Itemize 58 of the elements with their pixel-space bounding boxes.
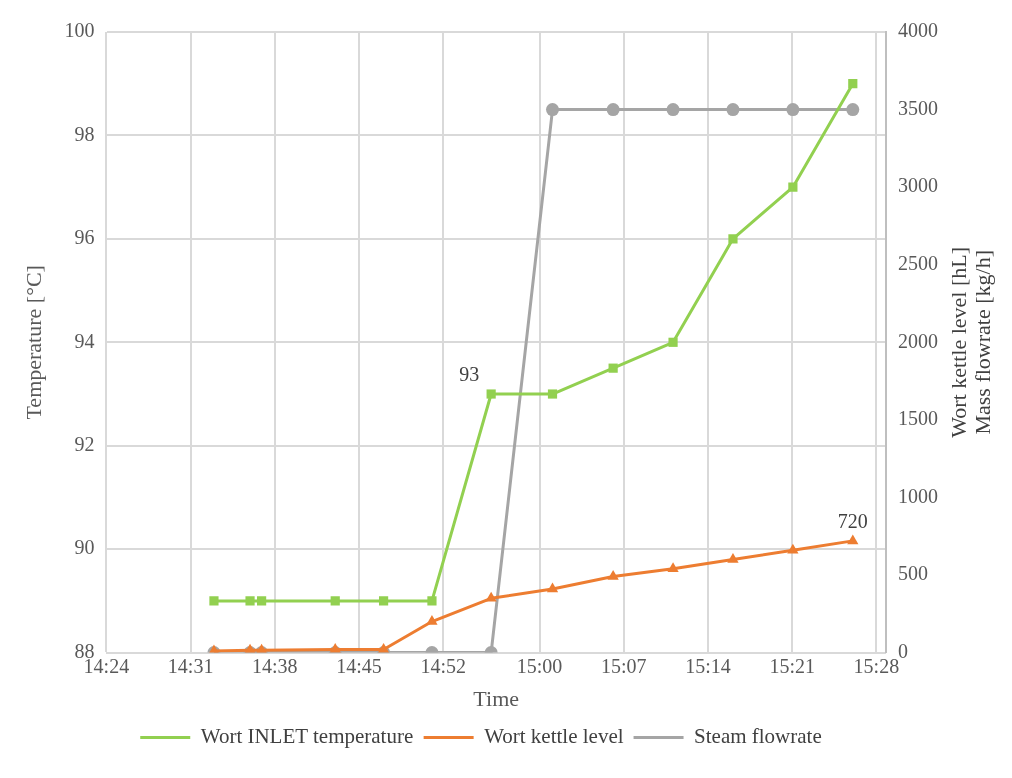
y2-tick-label: 2500 bbox=[898, 251, 938, 274]
point bbox=[727, 553, 739, 563]
point bbox=[546, 103, 559, 117]
point bbox=[607, 570, 619, 580]
y2-tick-label: 3500 bbox=[898, 96, 938, 119]
y2-tick-label: 1000 bbox=[898, 484, 938, 507]
point bbox=[547, 389, 558, 399]
y-tick-label: 98 bbox=[74, 122, 95, 145]
x-tick-label: 15:28 bbox=[853, 654, 900, 677]
data-label: 720 bbox=[837, 510, 868, 533]
point bbox=[847, 534, 859, 545]
point bbox=[427, 596, 437, 606]
y-tick-label: 100 bbox=[64, 19, 95, 42]
x-tick-label: 14:31 bbox=[167, 654, 214, 677]
point bbox=[848, 79, 858, 89]
point bbox=[257, 596, 267, 606]
point bbox=[666, 103, 680, 117]
y2-tick-label: 500 bbox=[898, 562, 928, 585]
point bbox=[330, 596, 340, 606]
x-tick-label: 15:21 bbox=[769, 654, 815, 677]
y2-tick-label: 2000 bbox=[898, 329, 938, 352]
y-tick-label: 92 bbox=[74, 432, 95, 455]
y2-tick-label: 3000 bbox=[898, 174, 938, 197]
data-label: 93 bbox=[459, 363, 480, 386]
legend-label: Wort kettle level bbox=[484, 724, 624, 749]
point bbox=[379, 596, 389, 606]
point bbox=[245, 596, 255, 606]
y2-tick-label: 1500 bbox=[898, 407, 938, 430]
point bbox=[608, 363, 618, 373]
x-tick-label: 14:38 bbox=[252, 654, 298, 677]
point bbox=[426, 615, 438, 625]
y2-axis-title: Wort kettle level [hL] Mass flowrate [kg/h] bbox=[945, 246, 995, 438]
point bbox=[786, 103, 800, 117]
point bbox=[726, 103, 740, 117]
point bbox=[485, 591, 497, 602]
point bbox=[788, 182, 798, 192]
x-axis-title: Time bbox=[473, 685, 520, 711]
y2-tick-label: 0 bbox=[898, 639, 908, 662]
point bbox=[606, 103, 620, 117]
point bbox=[209, 596, 219, 606]
x-tick-label: 15:00 bbox=[516, 654, 563, 677]
legend-label: Wort INLET temperature bbox=[200, 724, 414, 749]
x-tick-label: 15:07 bbox=[600, 654, 647, 677]
y-axis-title: Temperature [°C] bbox=[20, 265, 46, 420]
y-tick-label: 94 bbox=[74, 329, 95, 352]
x-tick-label: 14:45 bbox=[336, 654, 382, 677]
y-tick-label: 90 bbox=[74, 536, 95, 559]
legend-label: Steam flowrate bbox=[694, 724, 822, 749]
point bbox=[846, 103, 860, 117]
x-tick-label: 15:14 bbox=[685, 654, 731, 677]
y-tick-label: 96 bbox=[74, 226, 95, 249]
y2-tick-label: 4000 bbox=[898, 19, 938, 42]
point bbox=[546, 582, 559, 593]
point bbox=[668, 337, 678, 347]
point bbox=[667, 562, 679, 573]
point bbox=[728, 234, 738, 244]
point bbox=[486, 389, 496, 399]
x-tick-label: 14:52 bbox=[420, 654, 467, 677]
